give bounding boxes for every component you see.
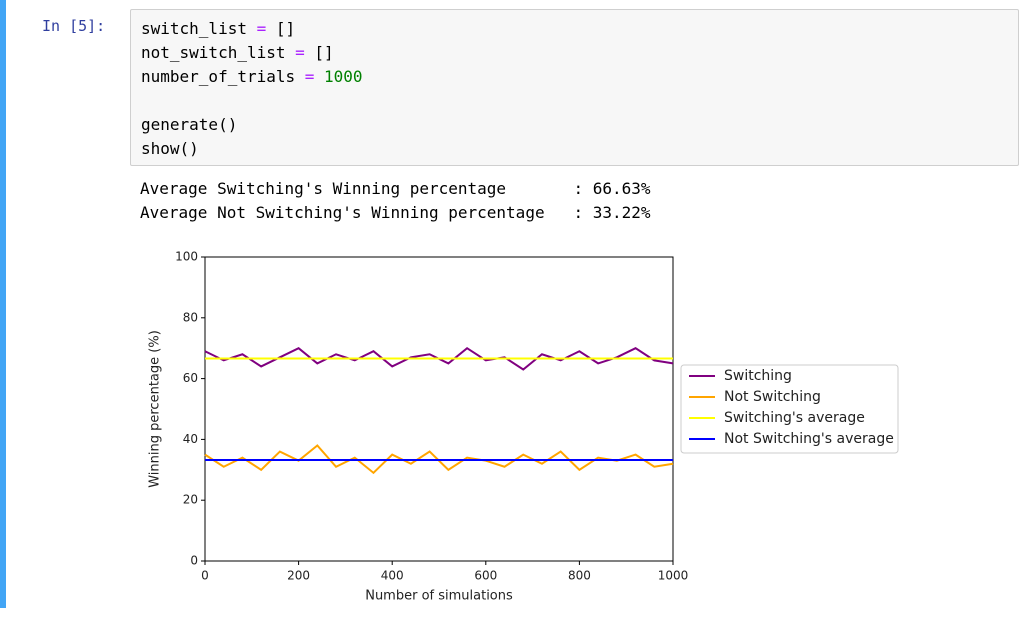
plot-area (204, 256, 674, 562)
code-token: not_switch_list (141, 43, 286, 62)
x-tick-label: 600 (474, 569, 497, 583)
y-tick-label: 40 (183, 432, 198, 446)
x-tick-label: 0 (201, 569, 209, 583)
x-tick-label: 800 (568, 569, 591, 583)
code-cell[interactable]: switch_list = [] not_switch_list = [] numb… (130, 9, 1019, 166)
code-line: number_of_trials = 1000 (141, 65, 1008, 89)
code-token: generate() (141, 115, 238, 134)
input-prompt: In [5]: (42, 17, 106, 35)
code-token: = (295, 67, 325, 86)
code-token: number_of_trials (141, 67, 296, 86)
code-line: not_switch_list = [] (141, 41, 1008, 65)
y-tick-label: 80 (183, 310, 198, 324)
legend-label: Not Switching (724, 389, 821, 405)
y-tick-label: 60 (183, 371, 198, 385)
y-tick-label: 100 (175, 250, 198, 264)
output-line: Average Not Switching's Winning percenta… (140, 203, 651, 222)
y-axis-label: Winning percentage (%) (148, 330, 163, 488)
code-line: generate() (141, 113, 1008, 137)
code-token: = (246, 19, 276, 38)
x-tick-label: 200 (287, 569, 310, 583)
legend-label: Switching (724, 368, 792, 384)
y-tick-label: 20 (183, 493, 198, 507)
code-token: show() (141, 139, 199, 158)
code-token: switch_list (141, 19, 247, 38)
code-token: [] (275, 19, 296, 38)
code-token: [] (314, 43, 334, 62)
x-tick-label: 1000 (658, 569, 689, 583)
code-token: = (285, 43, 315, 62)
y-tick-label: 0 (190, 554, 198, 568)
x-tick-label: 400 (381, 569, 404, 583)
legend-label: Switching's average (724, 410, 865, 426)
cell-selection-bar (0, 0, 6, 608)
legend-label: Not Switching's average (724, 431, 894, 447)
code-line: show() (141, 137, 1008, 161)
legend-box (680, 364, 899, 454)
x-axis-label: Number of simulations (365, 589, 513, 604)
code-line: switch_list = [] (141, 17, 1008, 41)
code-token: 1000 (324, 67, 363, 86)
output-text: Average Switching's Winning percentage :… (140, 177, 651, 225)
output-line: Average Switching's Winning percentage :… (140, 179, 651, 198)
